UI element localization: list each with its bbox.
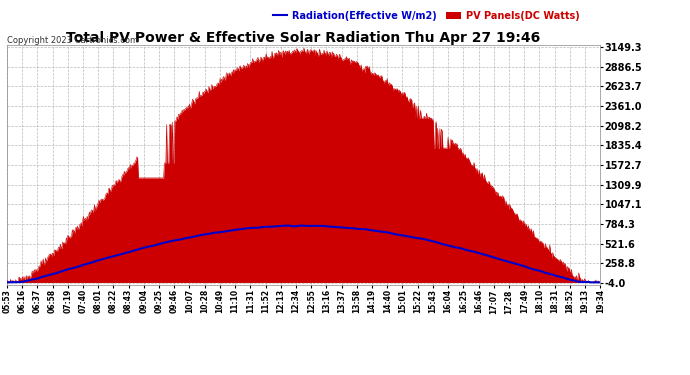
Legend: Radiation(Effective W/m2), PV Panels(DC Watts): Radiation(Effective W/m2), PV Panels(DC …	[268, 7, 584, 24]
Text: Copyright 2023 Cartronics.com: Copyright 2023 Cartronics.com	[7, 36, 138, 45]
Title: Total PV Power & Effective Solar Radiation Thu Apr 27 19:46: Total PV Power & Effective Solar Radiati…	[66, 31, 541, 45]
